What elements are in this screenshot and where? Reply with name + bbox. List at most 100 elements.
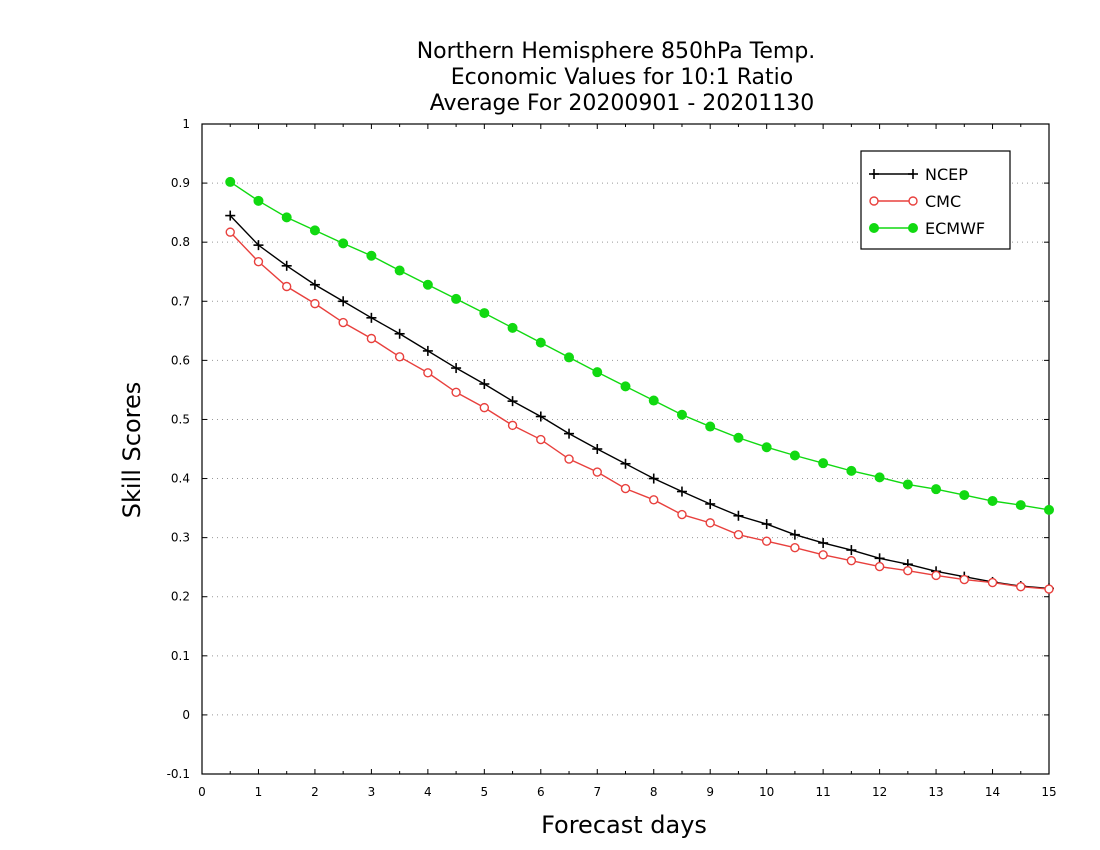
cmc-point — [366, 333, 377, 344]
ecmwf-point — [451, 293, 462, 304]
y-tick-label: 0.3 — [171, 531, 190, 545]
y-tick-label: 0.8 — [171, 235, 190, 249]
ecmwf-point — [733, 432, 744, 443]
cmc-point — [507, 420, 518, 431]
legend: NCEP CMC ECMWF — [860, 150, 1011, 250]
x-tick-label: 0 — [198, 785, 206, 799]
legend-item-cmc: CMC — [869, 192, 961, 211]
ncep-point — [846, 545, 857, 556]
ncep-point — [451, 363, 462, 374]
y-tick-label: 0.4 — [171, 472, 190, 486]
ecmwf-point — [507, 322, 518, 333]
ncep-point — [761, 519, 772, 530]
ecmwf-point — [253, 195, 264, 206]
ncep-point — [535, 411, 546, 422]
x-tick-label: 15 — [1041, 785, 1056, 799]
y-tick-label: 0 — [182, 708, 190, 722]
series-cmc — [225, 227, 1054, 594]
ecmwf-point — [761, 442, 772, 453]
cmc-point — [790, 542, 800, 553]
y-tick-label: 0.6 — [171, 353, 190, 367]
legend-label-cmc: CMC — [925, 192, 961, 211]
cmc-point — [987, 577, 998, 588]
ecmwf-point — [648, 395, 659, 406]
legend-label-ncep: NCEP — [925, 165, 968, 184]
ecmwf-point — [366, 250, 377, 261]
x-tick-label: 10 — [759, 785, 774, 799]
cmc-point — [592, 467, 602, 477]
x-tick-label: 6 — [537, 785, 545, 799]
x-tick-label: 4 — [424, 785, 432, 799]
x-tick-label: 5 — [481, 785, 489, 799]
ecmwf-point — [564, 352, 575, 363]
ecmwf-point — [959, 490, 970, 501]
x-tick-label: 11 — [815, 785, 830, 799]
ncep-point — [253, 240, 264, 251]
y-tick-label: 0.9 — [171, 176, 190, 190]
ecmwf-point — [479, 308, 490, 319]
x-tick-label: 13 — [928, 785, 943, 799]
y-tick-label: -0.1 — [167, 767, 190, 781]
cmc-point — [1016, 581, 1026, 592]
cmc-point — [908, 196, 918, 206]
x-tick-label: 12 — [872, 785, 887, 799]
ncep-point — [422, 345, 433, 356]
ncep-point — [676, 486, 687, 497]
ncep-point — [908, 169, 918, 179]
ncep-point — [281, 260, 292, 271]
cmc-point — [761, 536, 772, 546]
cmc-point — [310, 298, 320, 309]
ncep-point — [592, 444, 603, 454]
ncep-point — [507, 396, 518, 407]
x-tick-label: 8 — [650, 785, 658, 799]
legend-box — [860, 150, 1011, 250]
ncep-point — [366, 312, 377, 323]
x-axis-label: Forecast days — [541, 811, 707, 839]
chart-title-line-1: Northern Hemisphere 850hPa Temp. — [417, 39, 816, 64]
cmc-point — [536, 434, 546, 445]
cmc-point — [649, 495, 659, 505]
chart-title-line-2: Economic Values for 10:1 Ratio — [451, 65, 793, 90]
ncep-point — [818, 537, 829, 548]
cmc-point — [451, 387, 461, 397]
cmc-point — [282, 281, 292, 292]
cmc-line — [229, 231, 1050, 590]
ncep-point — [338, 296, 349, 307]
ecmwf-point — [1015, 500, 1026, 511]
ncep-point — [620, 458, 631, 469]
ecmwf-point — [422, 279, 433, 290]
cmc-point — [394, 352, 405, 362]
ecmwf-point — [987, 496, 998, 506]
cmc-point — [253, 256, 264, 267]
ncep-point — [869, 169, 879, 179]
ecmwf-point — [535, 337, 546, 348]
legend-item-ncep: NCEP — [869, 165, 968, 184]
ecmwf-point — [846, 465, 857, 476]
cmc-point — [338, 317, 348, 328]
ecmwf-point — [818, 458, 829, 469]
legend-label-ecmwf: ECMWF — [925, 219, 985, 238]
ecmwf-point — [620, 381, 631, 392]
legend-item-ecmwf: ECMWF — [869, 219, 985, 238]
y-tick-label: 1 — [182, 117, 190, 131]
cmc-point — [846, 555, 857, 566]
chart-title-line-3: Average For 20200901 - 20201130 — [430, 91, 815, 116]
ncep-point — [225, 210, 236, 221]
ecmwf-point — [1044, 504, 1054, 515]
y-tick-label: 0.2 — [171, 590, 190, 604]
cmc-point — [620, 483, 631, 494]
series-layer — [225, 176, 1054, 594]
cmc-point — [903, 566, 913, 576]
ecmwf-point — [309, 225, 320, 236]
cmc-point — [225, 227, 235, 237]
ecmwf-point — [676, 409, 687, 420]
series-ncep — [225, 210, 1054, 594]
cmc-point — [479, 402, 490, 413]
ecmwf-point — [902, 479, 913, 490]
ncep-point — [733, 510, 744, 521]
ncep-point — [309, 279, 320, 290]
cmc-point — [705, 518, 715, 528]
cmc-point — [959, 574, 969, 585]
ecmwf-point — [869, 223, 879, 233]
